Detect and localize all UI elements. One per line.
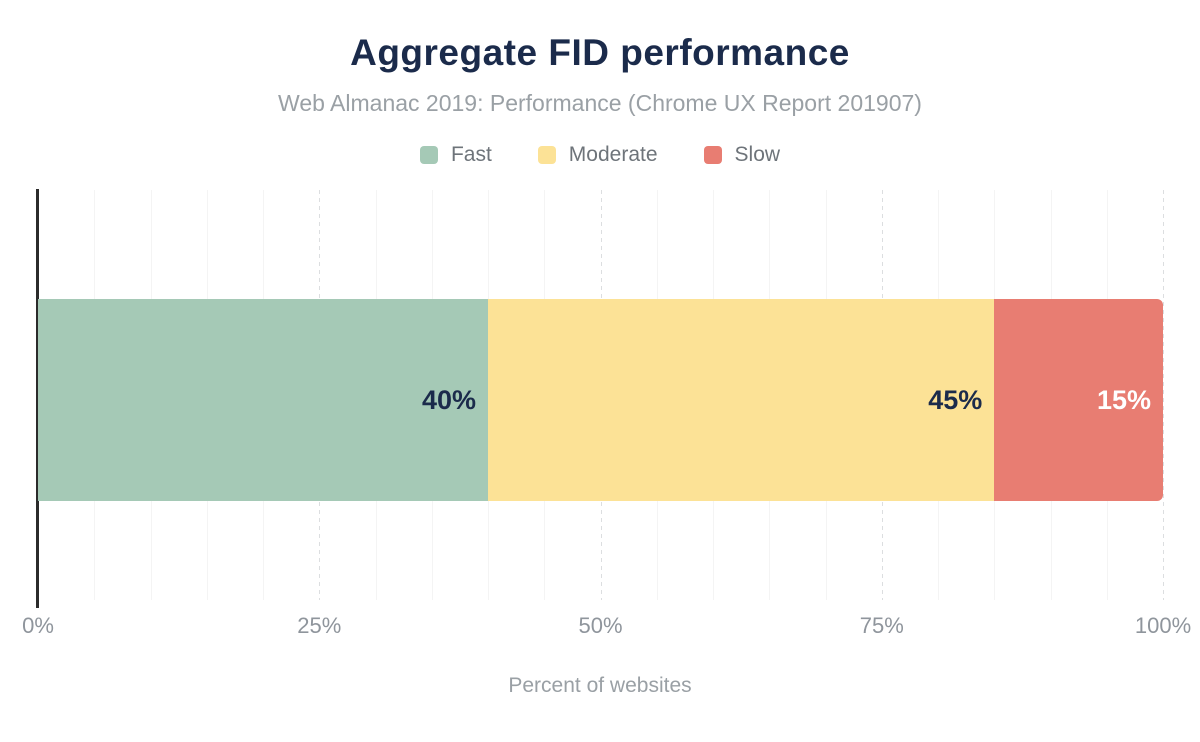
x-tick-label-100: 100% — [1134, 613, 1192, 638]
bar-segment-fast: 40% — [38, 299, 488, 501]
x-axis-tick-labels: 0% 25% 50% 75% 100% — [22, 613, 1191, 645]
bar-value-label: 15% — [1096, 384, 1151, 415]
legend-label: Moderate — [568, 143, 658, 166]
legend-swatch-icon — [703, 145, 722, 164]
legend-label: Fast — [450, 143, 492, 166]
x-tick-label-75: 75% — [859, 613, 904, 638]
legend-label: Slow — [734, 143, 781, 166]
legend-swatch-icon — [419, 145, 438, 164]
plot-area: 40% 45% 15% — [38, 190, 1164, 600]
legend-item-fast: Fast — [419, 143, 492, 166]
x-tick-label-25: 25% — [297, 613, 342, 638]
stacked-bar: 40% 45% 15% — [38, 299, 1163, 501]
bar-segment-slow: 15% — [994, 299, 1163, 501]
bar-segment-moderate: 45% — [488, 299, 995, 501]
chart-legend: Fast Moderate Slow — [0, 144, 1200, 165]
y-axis-line — [36, 189, 39, 608]
x-tick-label-50: 50% — [578, 613, 623, 638]
legend-item-moderate: Moderate — [537, 143, 658, 166]
x-tick-label-0: 0% — [22, 613, 54, 638]
chart-subtitle: Web Almanac 2019: Performance (Chrome UX… — [278, 90, 922, 116]
x-axis-title: Percent of websites — [508, 674, 692, 697]
bar-value-label: 45% — [928, 384, 983, 415]
legend-item-slow: Slow — [703, 143, 781, 166]
legend-swatch-icon — [537, 145, 556, 164]
major-gridline — [1163, 190, 1164, 600]
bar-value-label: 40% — [421, 384, 476, 415]
chart-title: Aggregate FID performance — [350, 32, 850, 73]
